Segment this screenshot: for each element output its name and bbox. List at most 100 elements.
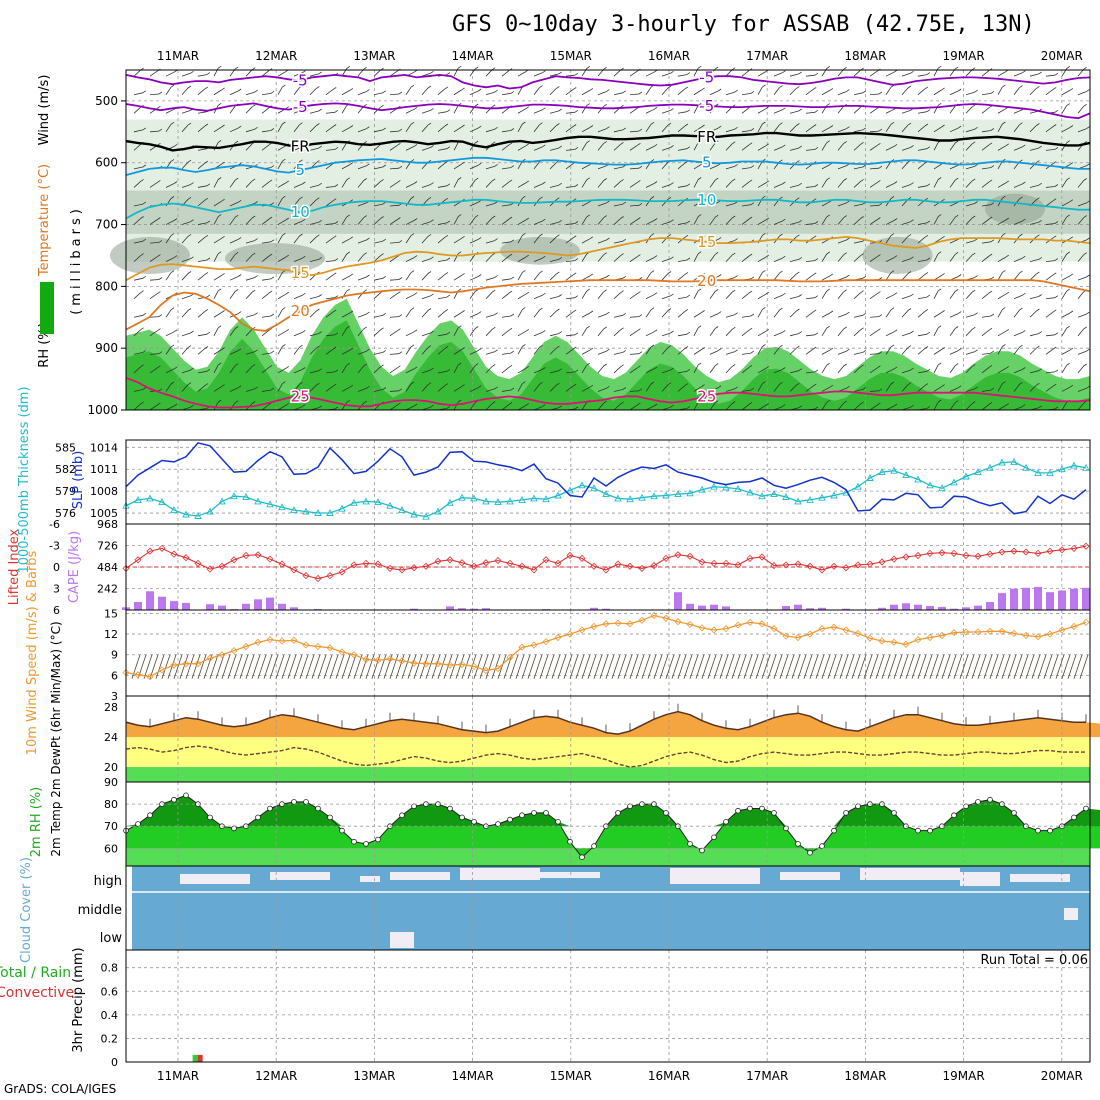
wind-barb-flag (173, 255, 178, 258)
wind-barb (565, 126, 574, 133)
wind-barb-flag (1083, 66, 1087, 70)
wind-barb (565, 297, 575, 300)
wind-barb-flag (843, 252, 847, 256)
wind-barb-flag (622, 90, 627, 94)
wind-barb-flag (157, 402, 161, 406)
wind-barb-flag (366, 385, 370, 389)
wind-barb-flag (586, 140, 590, 144)
wind-barb-flag (574, 184, 579, 187)
wind-barb-flag (363, 326, 367, 330)
wind-barb (453, 312, 462, 318)
wind-barb-flag (461, 347, 465, 350)
wind-barb (901, 110, 911, 114)
wind-barb-flag (782, 107, 786, 111)
wind-barb (661, 221, 671, 225)
lifted-index-point (746, 554, 754, 562)
wind-barb-flag (1086, 385, 1090, 389)
wind-barb (581, 179, 588, 188)
cloud-gap (960, 872, 1000, 886)
wind-barb (941, 654, 951, 679)
wind-barb (485, 203, 495, 207)
wind-barb-flag (798, 108, 802, 112)
thickness-point (650, 492, 658, 500)
wind-barb (933, 290, 939, 299)
wind-barb-flag (140, 290, 144, 294)
wind-barb-flag (302, 70, 306, 74)
wind-barb-flag (234, 289, 239, 292)
wind-barb-flag (843, 215, 847, 218)
temperature-tick-label: 24 (104, 731, 118, 744)
lifted-index-point (962, 551, 970, 560)
wind-barb (501, 107, 510, 114)
wind-barb (837, 217, 845, 225)
wind-barb (629, 353, 640, 355)
wind-barb (709, 350, 719, 355)
lifted-index-point (1058, 546, 1066, 554)
wind-barb (165, 272, 172, 281)
wind-barb (911, 654, 921, 679)
wind-barb (485, 217, 493, 225)
wind-barb (293, 72, 303, 77)
wind-barb (629, 293, 638, 300)
rh-point (147, 812, 153, 818)
wind-barb (805, 186, 815, 188)
wind-barb-flag (525, 403, 530, 406)
wind-barb-flag (765, 403, 770, 406)
cape-bar (974, 605, 982, 610)
wind-barb (949, 201, 959, 207)
wind-barb-flag (282, 344, 286, 347)
wind-barb (623, 654, 633, 679)
wind-barb-flag (1022, 255, 1026, 259)
wind-barb (821, 386, 831, 392)
wind-barb-flag (877, 291, 881, 294)
wind-barb (565, 89, 574, 96)
wind-barb-flag (380, 364, 384, 368)
wind-barb (533, 309, 540, 318)
wind-barb-flag (1038, 182, 1042, 186)
wind-barb (933, 312, 942, 318)
lifted-index-point (806, 562, 814, 570)
wind-barb-flag (334, 109, 339, 113)
wind-barb (853, 240, 863, 244)
wind-speed-point (398, 657, 406, 665)
wind-barb-flag (173, 403, 178, 407)
wind-barb (981, 255, 990, 262)
wind-barb-flag (893, 218, 898, 221)
wind-barb-flag (251, 252, 256, 256)
wind-barb (485, 314, 495, 318)
wind-barb (485, 91, 495, 96)
wind-barb (645, 71, 655, 77)
wind-barb (1061, 275, 1071, 281)
wind-barb (197, 333, 207, 337)
wind-barb (1061, 327, 1068, 337)
cape-bar (182, 602, 190, 610)
wind-barb-flag (862, 350, 867, 353)
wind-barb (613, 255, 621, 262)
wind-barb (789, 110, 799, 114)
wind-barb (885, 368, 895, 374)
wind-barb (741, 167, 751, 170)
wind-barb-flag (638, 165, 643, 169)
wind-barb (277, 182, 287, 188)
wind-barb-flag (142, 387, 147, 390)
wind-barb (789, 259, 799, 263)
wind-barb (645, 124, 652, 133)
wind-barb (373, 329, 381, 337)
wind-barb (613, 389, 623, 392)
wind-barb-flag (606, 200, 610, 204)
wind-barb (997, 71, 1007, 77)
wind-barb-flag (410, 344, 415, 348)
cape-bar (146, 591, 154, 610)
wind-barb-flag (606, 89, 610, 92)
wind-barb-flag (586, 325, 590, 329)
wind-barb (309, 221, 319, 225)
wind-barb-flag (349, 125, 354, 128)
wind-barb-flag (254, 275, 258, 278)
wind-barb-flag (170, 121, 175, 125)
wind-barb (437, 311, 446, 318)
wind-barb (389, 182, 398, 188)
wind-barb-flag (926, 331, 931, 335)
wind-barb (437, 222, 447, 225)
wind-barb-flag (670, 293, 674, 297)
wind-barb-flag (542, 70, 546, 74)
